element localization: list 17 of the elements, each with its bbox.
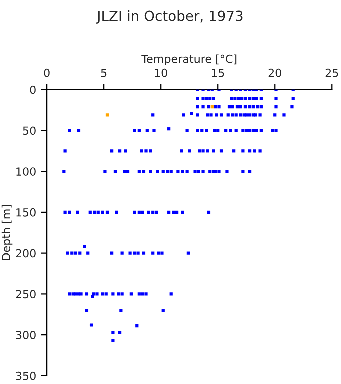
y-tick-label: 250 xyxy=(16,290,36,299)
x-tick-label: 0 xyxy=(44,68,50,78)
y-tick-label: 350 xyxy=(16,372,36,380)
chart-title: JLZI in October, 1973 xyxy=(96,10,243,24)
y-axis-title: Depth [m] xyxy=(2,205,13,260)
y-tick-label: 200 xyxy=(16,249,36,258)
y-tick-label: 150 xyxy=(16,208,36,217)
y-tick-label: 100 xyxy=(16,168,36,176)
x-axis-title: Temperature [°C] xyxy=(142,54,237,66)
x-tick-label: 5 xyxy=(101,69,107,78)
x-tick-label: 15 xyxy=(212,69,224,78)
y-tick-label: 0 xyxy=(30,86,36,94)
x-tick-label: 20 xyxy=(268,68,282,78)
x-tick-label: 25 xyxy=(326,68,338,78)
y-tick-label: 300 xyxy=(16,331,36,340)
x-tick-label: 10 xyxy=(155,68,168,78)
y-tick-label: 50 xyxy=(23,126,36,136)
